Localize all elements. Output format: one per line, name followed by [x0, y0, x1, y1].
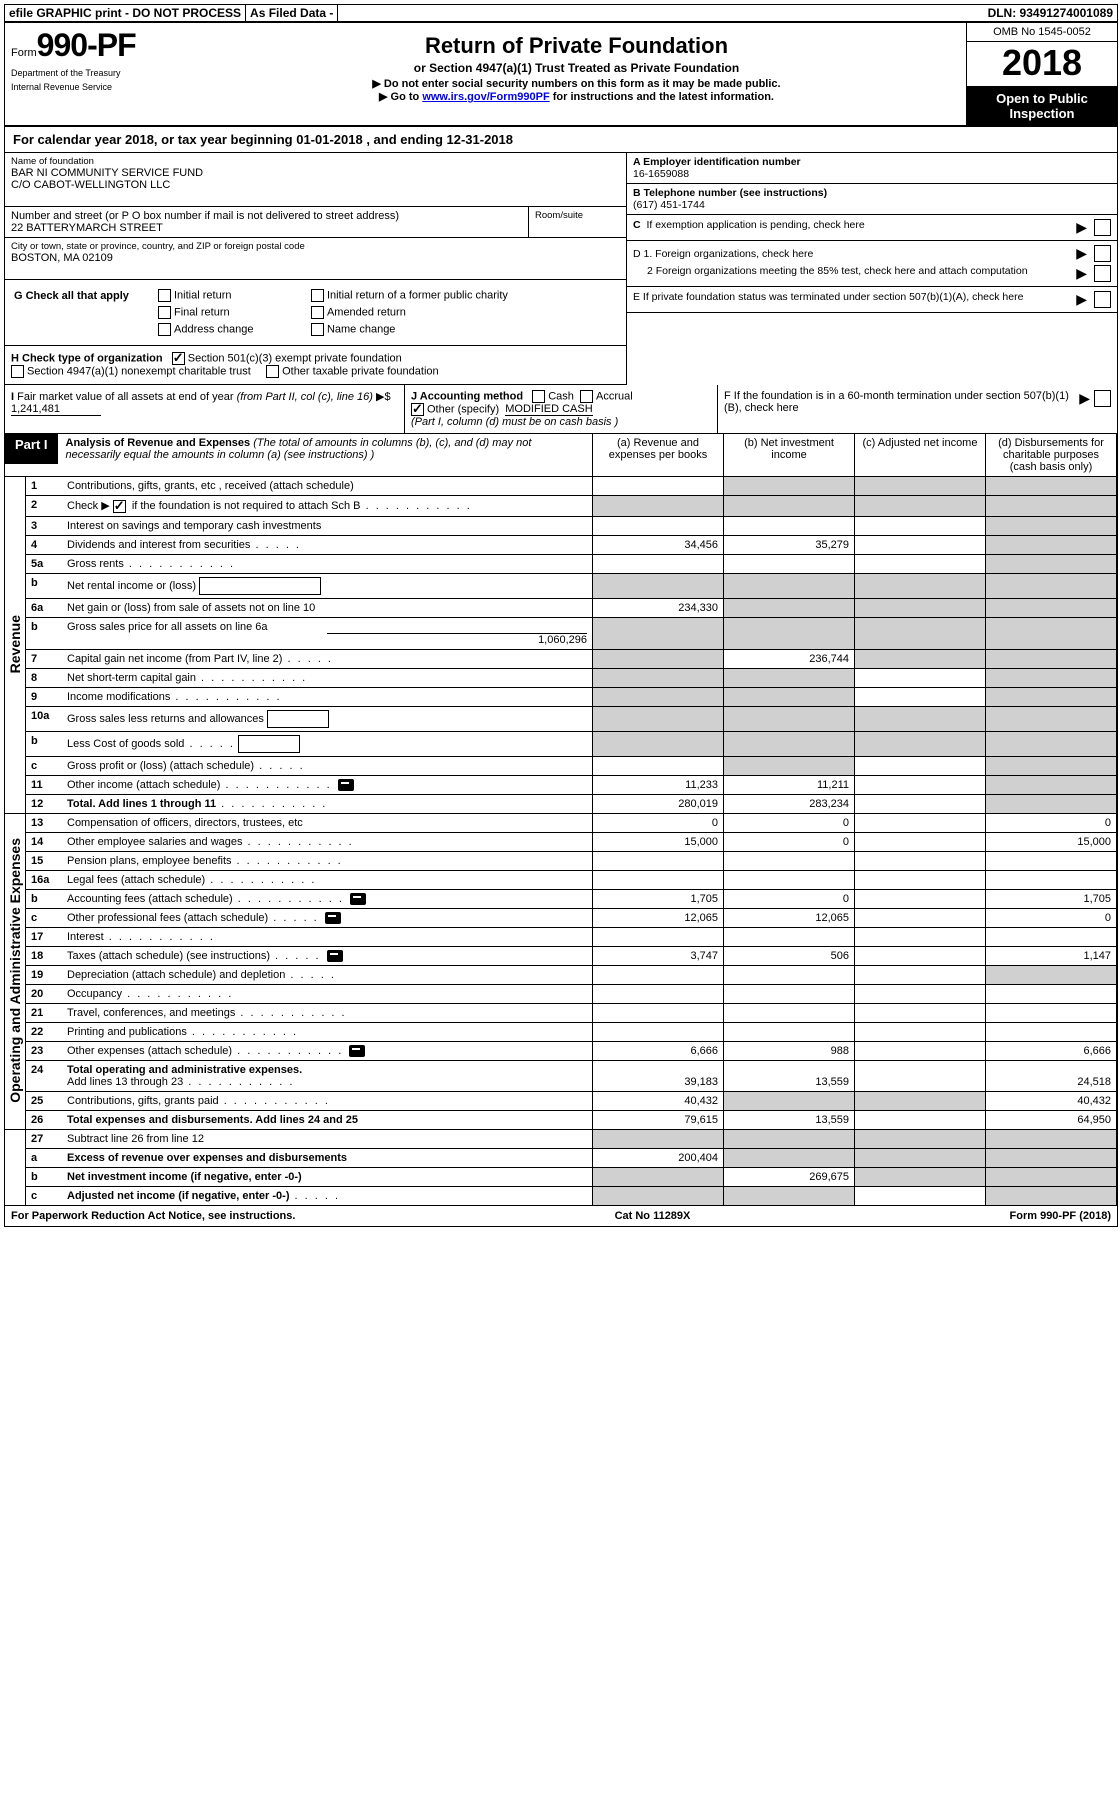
attach-icon[interactable] [338, 779, 354, 791]
top-bar: efile GRAPHIC print - DO NOT PROCESS As … [5, 5, 1117, 23]
name-change-check[interactable] [311, 323, 324, 336]
accrual-check[interactable] [580, 390, 593, 403]
tax-year: 2018 [967, 42, 1117, 87]
efile-notice: efile GRAPHIC print - DO NOT PROCESS [5, 5, 246, 21]
col-c-header: (c) Adjusted net income [855, 434, 986, 477]
exemption-check[interactable] [1094, 219, 1111, 236]
ssn-warning: ▶ Do not enter social security numbers o… [193, 77, 960, 90]
501c3-check[interactable] [172, 352, 185, 365]
section-g: G Check all that apply Initial return In… [5, 280, 626, 345]
part1-table: Part I Analysis of Revenue and Expenses … [5, 434, 1117, 1205]
amended-return-check[interactable] [311, 306, 324, 319]
address-label: Number and street (or P O box number if … [11, 210, 522, 222]
paperwork-notice: For Paperwork Reduction Act Notice, see … [11, 1210, 295, 1222]
4947a1-check[interactable] [11, 365, 24, 378]
form-title: Return of Private Foundation [193, 33, 960, 59]
city-state-zip: BOSTON, MA 02109 [11, 252, 620, 264]
calendar-year-line: For calendar year 2018, or tax year begi… [5, 127, 1117, 153]
attach-icon[interactable] [350, 893, 366, 905]
phone-value: (617) 451-1744 [633, 199, 705, 211]
cash-check[interactable] [532, 390, 545, 403]
initial-return-former-check[interactable] [311, 289, 324, 302]
omb-number: OMB No 1545-0052 [967, 23, 1117, 42]
dln: DLN: 93491274001089 [984, 5, 1117, 21]
attach-icon[interactable] [325, 912, 341, 924]
dept-treasury: Department of the Treasury [11, 68, 181, 78]
terminated-label: E If private foundation status was termi… [633, 291, 1073, 303]
address-change-check[interactable] [158, 323, 171, 336]
entity-info: Name of foundation BAR NI COMMUNITY SERV… [5, 153, 1117, 385]
terminated-check[interactable] [1094, 291, 1111, 308]
open-to-public: Open to Public Inspection [967, 87, 1117, 125]
dept-irs: Internal Revenue Service [11, 82, 181, 92]
60-month-label: F If the foundation is in a 60-month ter… [724, 390, 1079, 414]
cat-no: Cat No 11289X [615, 1210, 691, 1222]
attach-icon[interactable] [349, 1045, 365, 1057]
other-method-value: MODIFIED CASH [505, 403, 592, 416]
col-d-header: (d) Disbursements for charitable purpose… [986, 434, 1117, 477]
foreign-85-label: 2 Foreign organizations meeting the 85% … [633, 265, 1073, 277]
form-subtitle: or Section 4947(a)(1) Trust Treated as P… [193, 61, 960, 75]
name-label: Name of foundation [11, 156, 620, 167]
foreign-org-label: D 1. Foreign organizations, check here [633, 248, 813, 260]
room-suite-label: Room/suite [528, 207, 626, 237]
section-h: H Check type of organization Section 501… [5, 345, 626, 385]
form-number: Form990-PF [11, 27, 181, 64]
cash-basis-note: (Part I, column (d) must be on cash basi… [411, 416, 618, 428]
section-ijf: I Fair market value of all assets at end… [5, 385, 1117, 434]
other-method-check[interactable] [411, 403, 424, 416]
fmv-value: 1,241,481 [11, 403, 101, 416]
form-header: Form990-PF Department of the Treasury In… [5, 23, 1117, 127]
form-container: efile GRAPHIC print - DO NOT PROCESS As … [4, 4, 1118, 1227]
part1-label: Part I [5, 434, 58, 464]
final-return-check[interactable] [158, 306, 171, 319]
page-footer: For Paperwork Reduction Act Notice, see … [5, 1205, 1117, 1226]
attach-icon[interactable] [327, 950, 343, 962]
ein-label: A Employer identification number [633, 156, 801, 168]
phone-label: B Telephone number (see instructions) [633, 187, 827, 199]
city-label: City or town, state or province, country… [11, 241, 620, 252]
exemption-pending-label: If exemption application is pending, che… [646, 219, 864, 231]
60-month-check[interactable] [1094, 390, 1111, 407]
as-filed: As Filed Data - [246, 5, 338, 21]
link-note: ▶ Go to www.irs.gov/Form990PF for instru… [193, 90, 960, 103]
col-b-header: (b) Net investment income [724, 434, 855, 477]
col-a-header: (a) Revenue and expenses per books [593, 434, 724, 477]
form-ref: Form 990-PF (2018) [1010, 1210, 1111, 1222]
ein-value: 16-1659088 [633, 168, 689, 180]
foundation-name: BAR NI COMMUNITY SERVICE FUND [11, 167, 620, 179]
foreign-85-check[interactable] [1094, 265, 1111, 282]
foreign-org-check[interactable] [1094, 245, 1111, 262]
sch-b-check[interactable] [113, 500, 126, 513]
irs-link[interactable]: www.irs.gov/Form990PF [422, 91, 549, 103]
foundation-co: C/O CABOT-WELLINGTON LLC [11, 179, 620, 191]
other-taxable-check[interactable] [266, 365, 279, 378]
street-address: 22 BATTERYMARCH STREET [11, 222, 522, 234]
initial-return-check[interactable] [158, 289, 171, 302]
